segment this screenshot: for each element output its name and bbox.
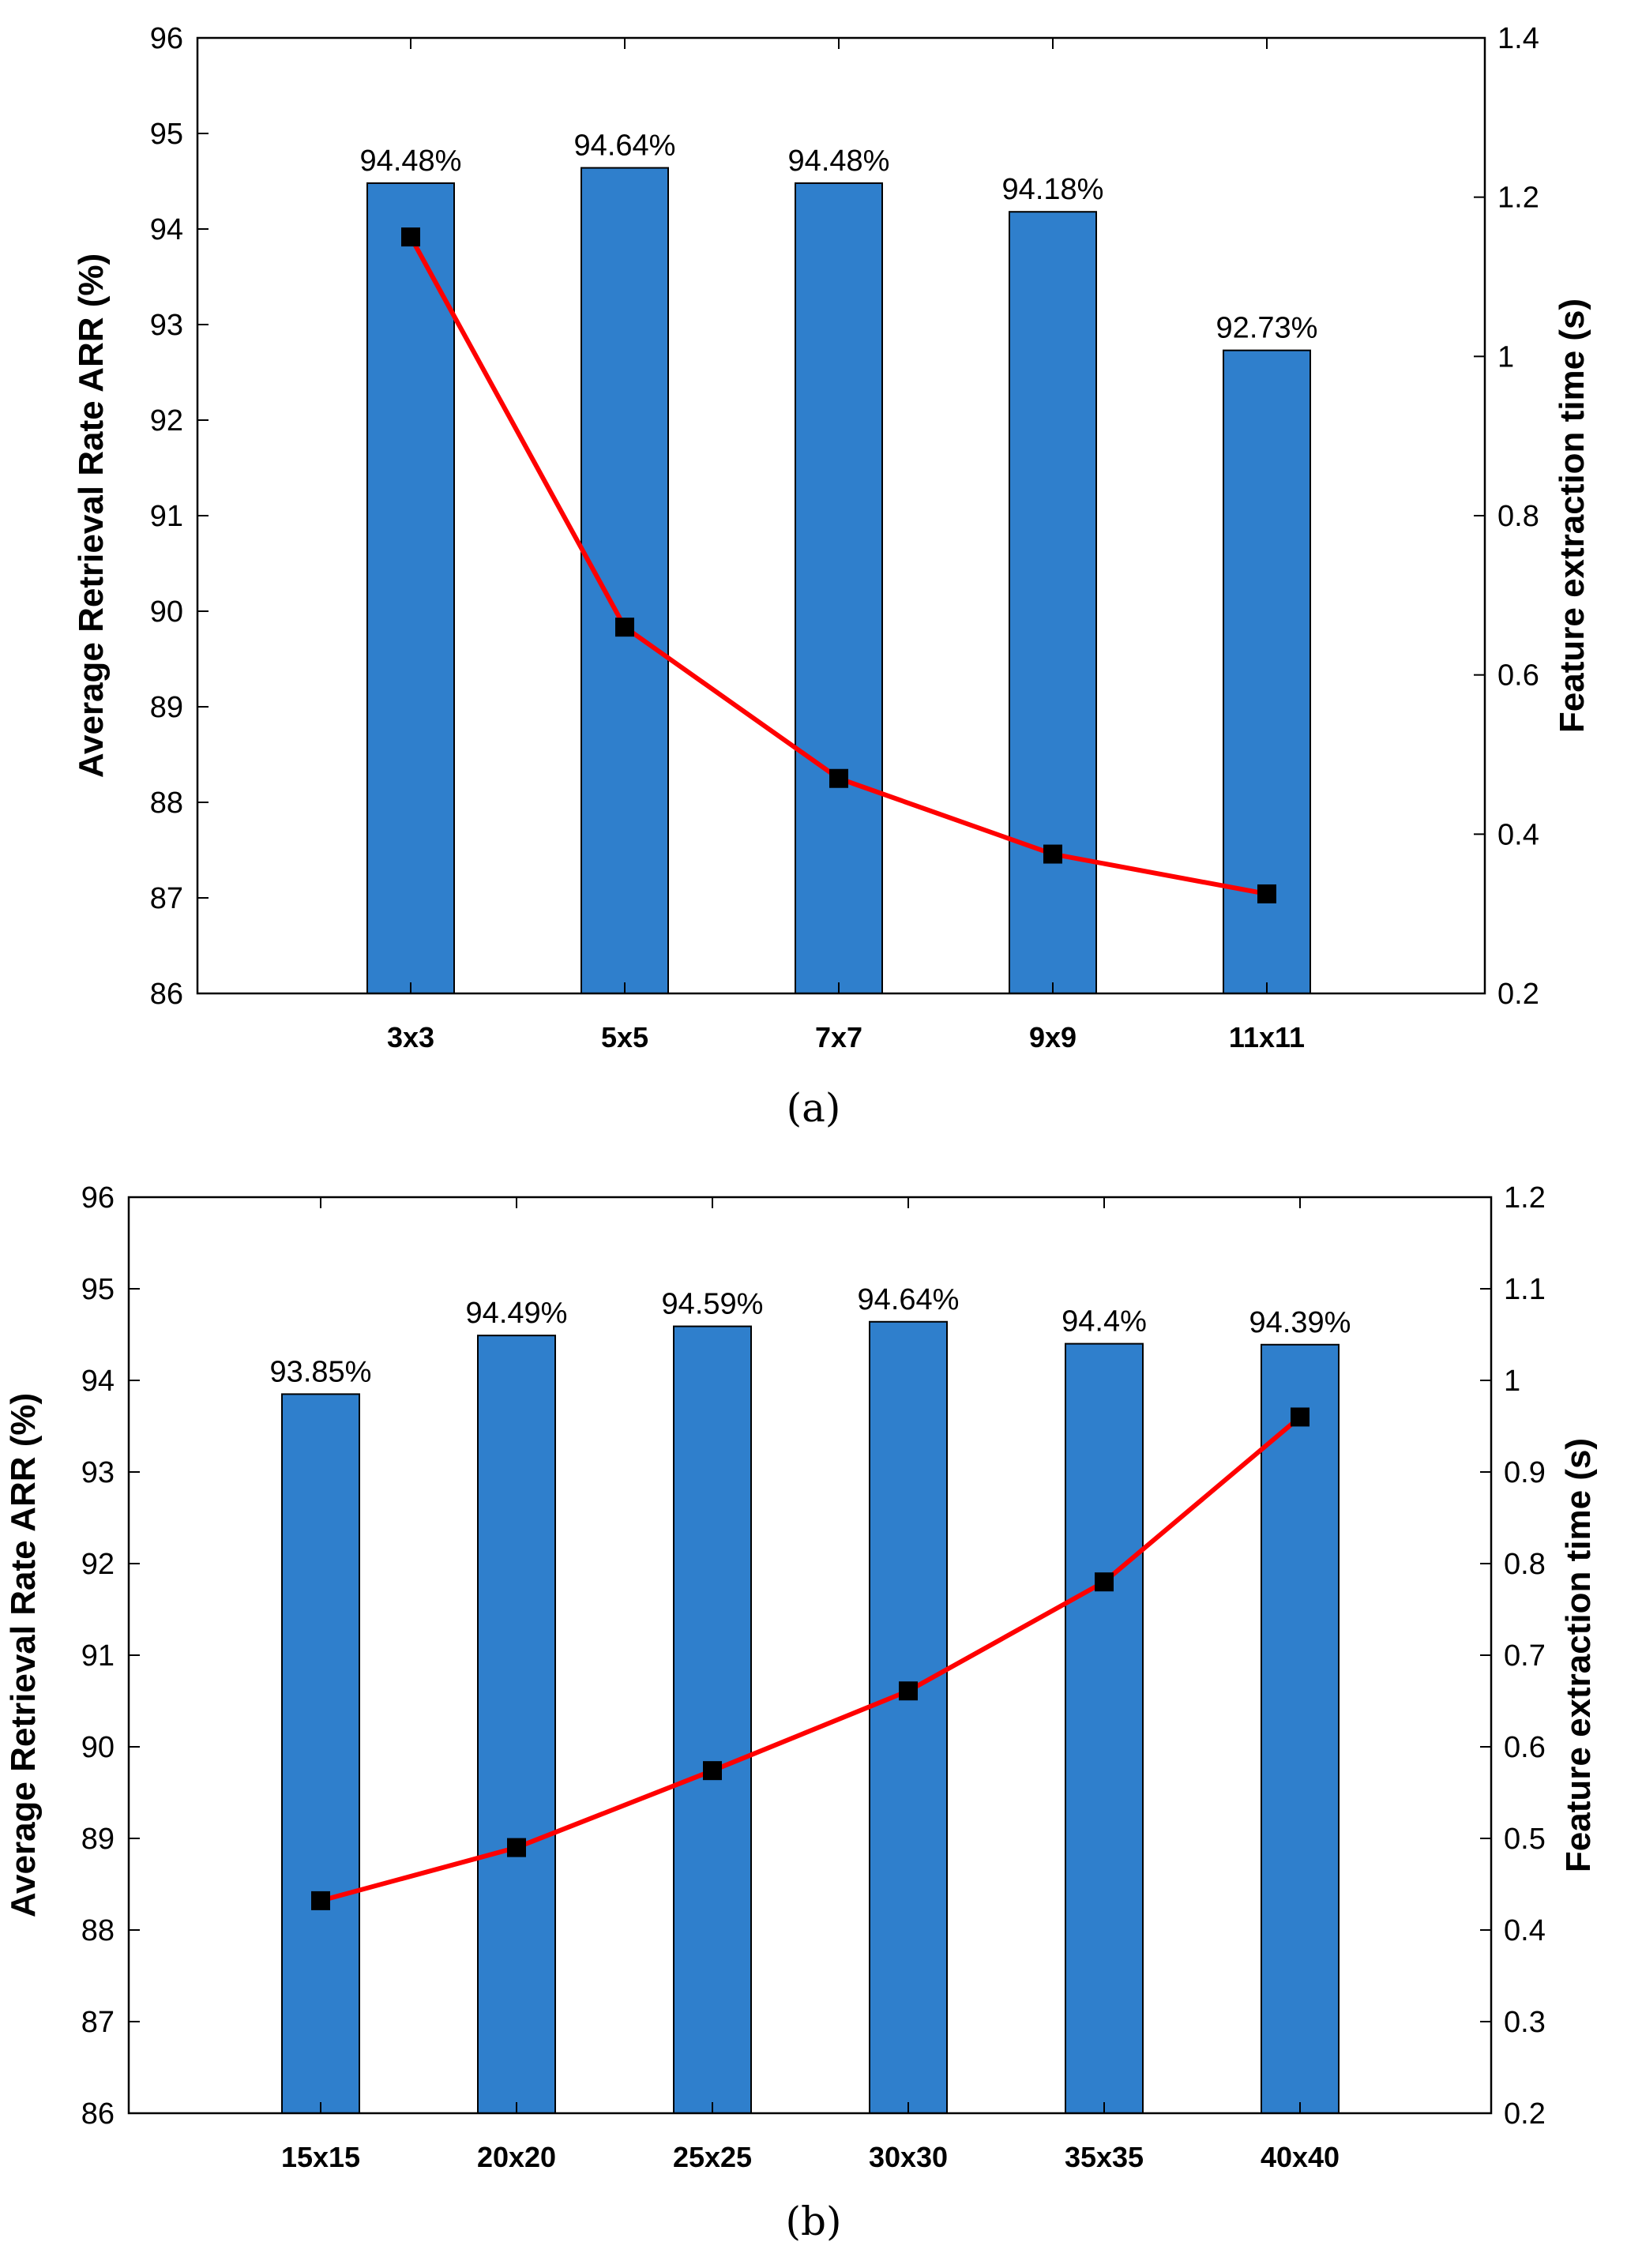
figure-caption: (b) bbox=[785, 2199, 841, 2244]
y-tick-label: 94 bbox=[81, 1365, 115, 1398]
y-right-tick-label: 0.8 bbox=[1504, 1548, 1546, 1581]
x-tick-label: 7x7 bbox=[815, 1021, 862, 1053]
line-marker bbox=[311, 1891, 330, 1910]
line-marker bbox=[899, 1681, 918, 1701]
bar bbox=[1009, 211, 1097, 995]
y-right-tick-label: 0.6 bbox=[1504, 1731, 1546, 1764]
y-right-tick-label: 1.2 bbox=[1504, 1181, 1546, 1215]
y-right-tick-label: 1.4 bbox=[1497, 22, 1539, 55]
data-label: 92.73% bbox=[1216, 312, 1318, 345]
line-marker bbox=[703, 1761, 722, 1781]
y-axis-label: Average Retrieval Rate ARR (%) bbox=[4, 1393, 43, 1917]
line-marker bbox=[829, 768, 848, 788]
y-right-tick-label: 0.2 bbox=[1504, 2097, 1546, 2131]
line-marker bbox=[1257, 884, 1276, 903]
y-right-axis-label: Feature extraction time (s) bbox=[1559, 1438, 1598, 1872]
y-tick-label: 92 bbox=[150, 404, 183, 437]
bar bbox=[477, 1335, 556, 2115]
x-tick-label: 20x20 bbox=[477, 2141, 556, 2173]
x-tick-label: 35x35 bbox=[1065, 2141, 1144, 2173]
x-tick-label: 3x3 bbox=[387, 1021, 434, 1053]
y-tick-label: 87 bbox=[81, 2006, 115, 2039]
bar bbox=[1261, 1343, 1340, 2114]
bar bbox=[795, 182, 883, 994]
data-label: 94.4% bbox=[1061, 1305, 1147, 1339]
line-marker bbox=[1095, 1572, 1114, 1592]
y-tick-label: 91 bbox=[150, 500, 183, 533]
line-marker bbox=[507, 1838, 526, 1857]
chart-a: 94.48% 3x3 94.64% 5x5 94.48% 7x7 94.18% 9x9 92.7… bbox=[72, 22, 1591, 1131]
y-tick-label: 90 bbox=[150, 595, 183, 629]
y-right-tick-label: 1 bbox=[1497, 340, 1514, 374]
y-right-tick-label: 0.4 bbox=[1504, 1914, 1546, 1947]
figure-caption: (a) bbox=[787, 1085, 841, 1131]
bar bbox=[869, 1320, 948, 2114]
y-right-tick-label: 0.6 bbox=[1497, 659, 1539, 693]
y-right-tick-label: 0.7 bbox=[1504, 1639, 1546, 1673]
data-label: 94.48% bbox=[360, 145, 462, 178]
x-tick-label: 25x25 bbox=[673, 2141, 752, 2173]
y-right-axis-label: Feature extraction time (s) bbox=[1553, 299, 1591, 733]
y-right-tick-label: 1.1 bbox=[1504, 1273, 1546, 1306]
x-tick-label: 5x5 bbox=[601, 1021, 648, 1053]
y-tick-label: 96 bbox=[81, 1181, 115, 1215]
data-label: 94.64% bbox=[858, 1283, 960, 1316]
y-tick-label: 86 bbox=[81, 2097, 115, 2131]
y-tick-label: 89 bbox=[81, 1823, 115, 1856]
bar bbox=[673, 1325, 752, 2115]
data-label: 93.85% bbox=[270, 1355, 372, 1388]
y-tick-label: 87 bbox=[150, 882, 183, 915]
y-axis-label: Average Retrieval Rate ARR (%) bbox=[72, 253, 111, 778]
y-tick-label: 95 bbox=[150, 118, 183, 151]
y-right-tick-label: 0.4 bbox=[1497, 818, 1539, 851]
data-label: 94.64% bbox=[574, 130, 676, 163]
y-tick-label: 91 bbox=[81, 1639, 115, 1673]
bar bbox=[366, 182, 455, 994]
x-tick-label: 11x11 bbox=[1229, 1021, 1305, 1053]
data-label: 94.49% bbox=[466, 1297, 568, 1330]
y-right-tick-label: 1.2 bbox=[1497, 182, 1539, 215]
data-label: 94.48% bbox=[788, 145, 890, 178]
y-tick-label: 88 bbox=[150, 787, 183, 820]
bar bbox=[581, 167, 669, 994]
bar bbox=[1065, 1342, 1144, 2114]
x-tick-label: 40x40 bbox=[1261, 2141, 1340, 2173]
bar bbox=[281, 1393, 360, 2114]
x-tick-label: 9x9 bbox=[1029, 1021, 1077, 1053]
y-tick-label: 93 bbox=[150, 309, 183, 342]
y-tick-label: 93 bbox=[81, 1456, 115, 1489]
x-tick-label: 15x15 bbox=[281, 2141, 360, 2173]
y-tick-label: 90 bbox=[81, 1731, 115, 1764]
line-marker bbox=[1291, 1407, 1309, 1427]
y-tick-label: 89 bbox=[150, 691, 183, 724]
y-tick-label: 88 bbox=[81, 1914, 115, 1947]
y-right-tick-label: 0.3 bbox=[1504, 2006, 1546, 2039]
line-series bbox=[320, 1415, 1302, 1903]
y-tick-label: 95 bbox=[81, 1273, 115, 1306]
line-marker bbox=[615, 618, 634, 637]
line-marker bbox=[1043, 844, 1062, 864]
y-right-tick-label: 1 bbox=[1504, 1365, 1520, 1398]
y-tick-label: 92 bbox=[81, 1548, 115, 1581]
chart-b: 93.85% 15x15 94.49% 20x20 94.59% 25x25 94.64% 3… bbox=[4, 1181, 1598, 2244]
data-label: 94.18% bbox=[1002, 173, 1104, 206]
line-marker bbox=[401, 227, 420, 247]
y-right-tick-label: 0.9 bbox=[1504, 1456, 1546, 1489]
y-right-tick-label: 0.5 bbox=[1504, 1823, 1546, 1856]
y-tick-label: 94 bbox=[150, 213, 183, 246]
y-tick-label: 86 bbox=[150, 978, 183, 1011]
x-tick-label: 30x30 bbox=[869, 2141, 948, 2173]
y-right-tick-label: 0.2 bbox=[1497, 978, 1539, 1011]
data-label: 94.39% bbox=[1249, 1306, 1351, 1339]
y-right-tick-label: 0.8 bbox=[1497, 500, 1539, 533]
y-tick-label: 96 bbox=[150, 22, 183, 55]
data-label: 94.59% bbox=[662, 1288, 764, 1321]
